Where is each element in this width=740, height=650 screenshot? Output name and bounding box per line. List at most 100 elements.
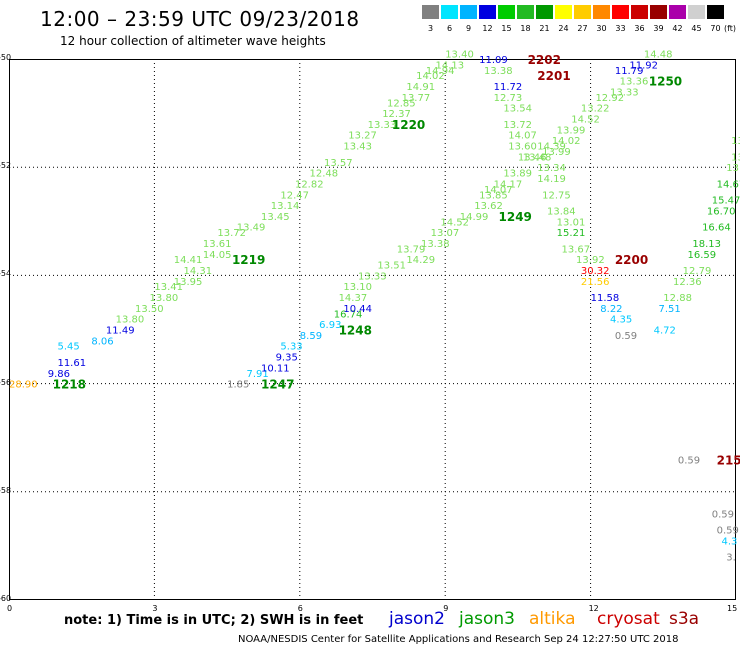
wave-height-value: 13.2: [726, 163, 740, 174]
wave-height-value: 11.58: [591, 293, 620, 304]
wave-height-value: 6.93: [319, 320, 341, 331]
wave-height-value: 12.37: [382, 109, 411, 120]
wave-height-value: 8.59: [300, 331, 322, 342]
wave-height-value: 14.31: [183, 266, 212, 277]
wave-height-value: 16.74: [334, 309, 363, 320]
wave-height-value: 4.3: [721, 536, 737, 547]
wave-height-value: 28.90: [9, 380, 38, 391]
scale-label: 9: [465, 24, 472, 33]
scale-swatch: [631, 5, 648, 19]
wave-height-value: 13.85: [479, 190, 508, 201]
scale-label: 30: [596, 24, 607, 33]
wave-height-value: 13.54: [503, 104, 532, 115]
wave-height-value: 7.91: [246, 369, 268, 380]
scale-swatch: [422, 5, 439, 19]
wave-height-value: 8.22: [600, 304, 622, 315]
wave-height-value: 15.47: [712, 196, 740, 207]
wave-height-value: 14.05: [203, 250, 232, 261]
scale-swatch: [441, 5, 458, 19]
wave-height-value: 13.14: [271, 201, 300, 212]
x-tick-label: 12: [588, 604, 599, 613]
scale-label: 45: [691, 24, 702, 33]
scale-label: 15: [501, 24, 512, 33]
wave-height-value: 13.62: [474, 201, 503, 212]
wave-height-value: 1.85: [227, 380, 249, 391]
wave-height-value: 0.59: [615, 331, 637, 342]
wave-height-value: 10.44: [343, 304, 372, 315]
wave-height-value: 11.92: [629, 60, 658, 71]
wave-height-value: 14.02: [552, 136, 581, 147]
wave-height-value: 5.33: [280, 342, 302, 353]
wave-height-value: 11.72: [494, 82, 523, 93]
page-subtitle: 12 hour collection of altimeter wave hei…: [60, 34, 326, 48]
y-tick-label: -54: [0, 269, 12, 279]
wave-height-value: 13.57: [324, 158, 353, 169]
wave-height-value: 3.: [726, 553, 736, 564]
track-number-label: 1248: [339, 324, 372, 338]
wave-height-value: 13.89: [503, 169, 532, 180]
wave-height-value: 14.91: [406, 82, 435, 93]
scale-swatch: [650, 5, 667, 19]
x-tick-label: 6: [297, 604, 303, 613]
wave-height-value: 14.52: [571, 115, 600, 126]
wave-height-value: 15.21: [557, 228, 586, 239]
wave-height-value: 12.47: [280, 190, 309, 201]
wave-height-value: 13.48: [523, 152, 552, 163]
track-number-label: 1218: [53, 378, 86, 392]
wave-height-value: 13.38: [421, 239, 450, 250]
wave-height-value: 13.41: [154, 282, 183, 293]
wave-height-value: 13.72: [503, 120, 532, 131]
wave-height-value: 13.01: [557, 217, 586, 228]
wave-height-value: 12.82: [295, 179, 324, 190]
y-tick-label: -52: [0, 161, 12, 171]
wave-height-value: 12.75: [542, 190, 571, 201]
wave-height-value: 9.35: [276, 353, 298, 364]
credit-line: NOAA/NESDIS Center for Satellite Applica…: [238, 634, 679, 645]
map-frame: [9, 59, 736, 600]
wave-height-value: 13.84: [547, 206, 576, 217]
wave-height-value: 12.88: [663, 293, 692, 304]
track-number-label: 2201: [537, 69, 570, 83]
scale-swatch: [574, 5, 591, 19]
wave-height-value: 9.86: [48, 369, 70, 380]
wave-height-value: 14.29: [406, 255, 435, 266]
wave-height-value: 13.: [731, 136, 740, 147]
track-number-label: 1220: [392, 118, 425, 132]
wave-height-value: 13.61: [203, 239, 232, 250]
wave-height-value: 13.33: [358, 271, 387, 282]
wave-height-value: 13.99: [557, 125, 586, 136]
scale-label: 12: [482, 24, 493, 33]
y-tick-label: -58: [0, 485, 12, 495]
scale-label: 6: [446, 24, 453, 33]
wave-height-value: 13.92: [576, 255, 605, 266]
wave-height-value: 7.51: [658, 304, 680, 315]
legend-item-jason3: jason3: [459, 609, 515, 629]
wave-height-value: 13.95: [174, 277, 203, 288]
wave-height-value: 13.34: [537, 163, 566, 174]
track-number-label: 2200: [615, 253, 648, 267]
scale-swatch: [593, 5, 610, 19]
legend-item-jason2: jason2: [389, 609, 445, 629]
scale-swatch: [479, 5, 496, 19]
wave-height-value: 14.99: [460, 212, 489, 223]
wave-height-value: 12.73: [494, 93, 523, 104]
wave-height-value: 14.52: [440, 217, 469, 228]
wave-height-value: 13.60: [508, 142, 537, 153]
wave-height-value: 11.61: [57, 358, 86, 369]
wave-height-value: 13.43: [343, 142, 372, 153]
y-tick-label: -50: [0, 53, 12, 62]
scale-label: 21: [539, 24, 550, 33]
wave-height-value: 18.13: [692, 239, 721, 250]
wave-height-value: 12.85: [387, 98, 416, 109]
scale-unit: (ft): [724, 24, 737, 33]
wave-height-value: 4.72: [654, 326, 676, 337]
scale-swatch: [707, 5, 724, 19]
wave-height-value: 8.06: [91, 336, 113, 347]
wave-height-value: 13.77: [402, 93, 431, 104]
track-number-label: 1250: [649, 75, 682, 89]
wave-height-value: 16.59: [688, 250, 717, 261]
wave-height-value: 14.02: [416, 71, 445, 82]
track-number-label: 1219: [232, 253, 265, 267]
footer-note: note: 1) Time is in UTC; 2) SWH is in fe…: [64, 613, 364, 628]
scale-swatch: [498, 5, 515, 19]
